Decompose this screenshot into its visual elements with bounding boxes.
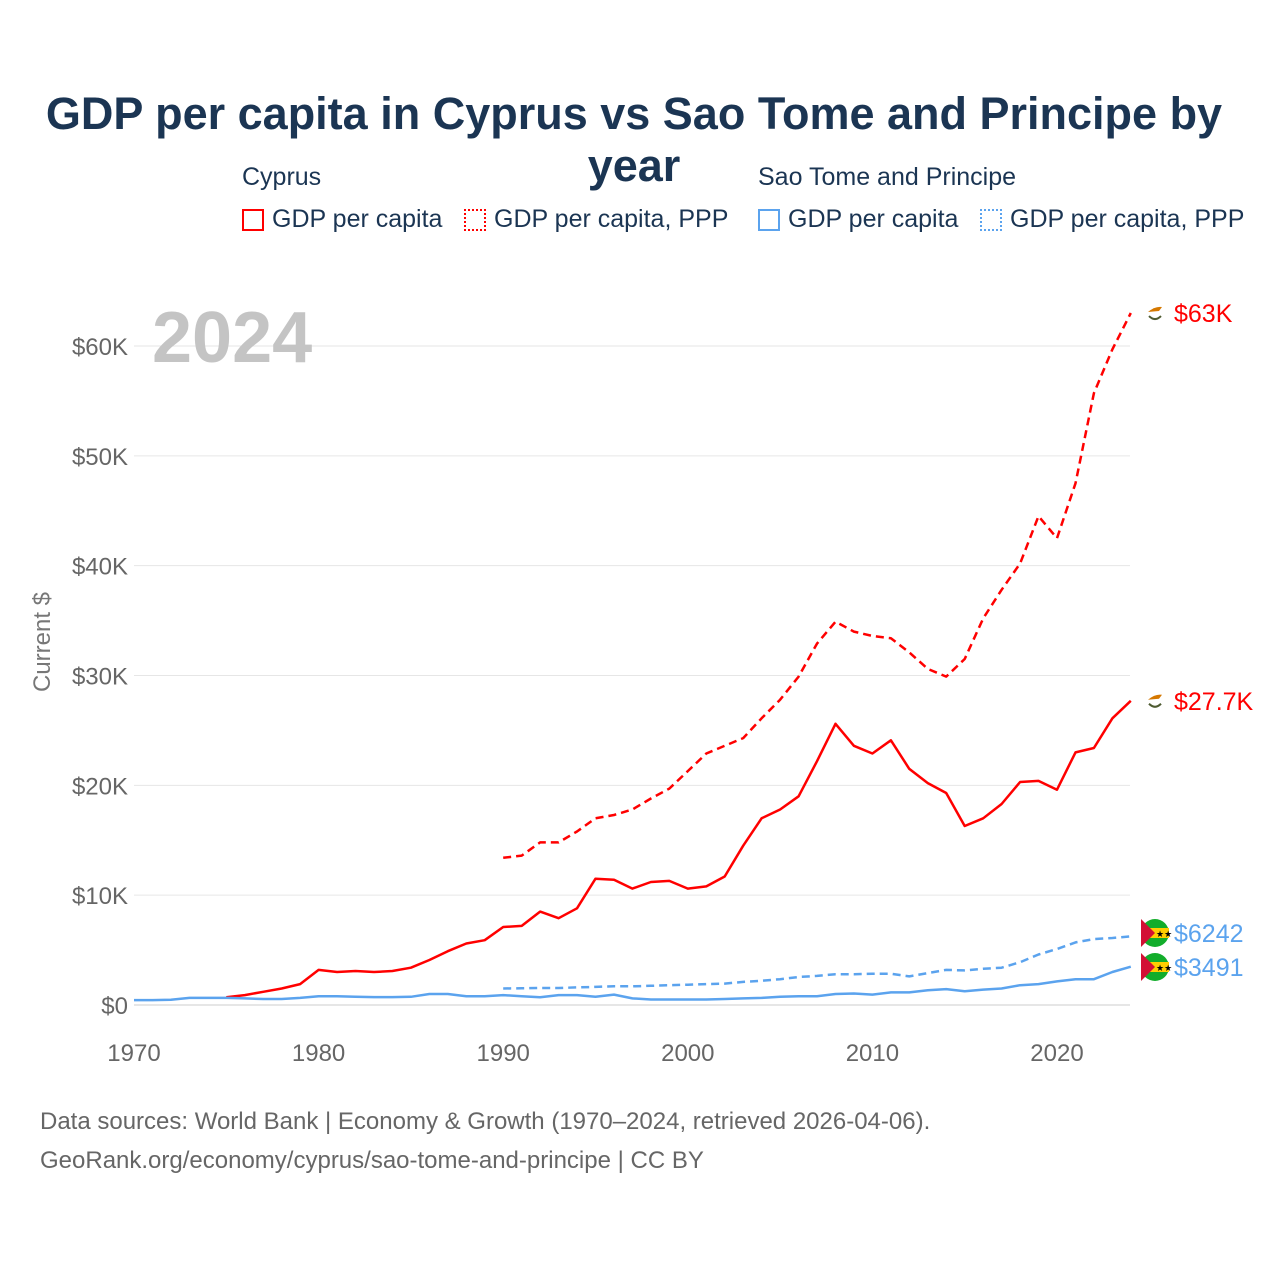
legend-item-cyprus-ppp[interactable]: GDP per capita, PPP bbox=[464, 205, 728, 234]
legend-item-cyprus-gdp[interactable]: GDP per capita bbox=[242, 205, 442, 234]
flag-triangle bbox=[1141, 953, 1155, 981]
y-tick-label: $0 bbox=[101, 993, 128, 1020]
series-line bbox=[226, 699, 1132, 999]
sao-tome-flag-icon: ★★ bbox=[1141, 953, 1172, 981]
legend-label: GDP per capita bbox=[788, 205, 959, 233]
year-watermark: 2024 bbox=[152, 298, 312, 378]
series-line bbox=[503, 312, 1132, 860]
footer-sources: Data sources: World Bank | Economy & Gro… bbox=[40, 1108, 931, 1135]
legend-item-stp-ppp[interactable]: GDP per capita, PPP bbox=[980, 205, 1244, 234]
flag-stars: ★★ bbox=[1156, 929, 1172, 939]
cyprus-flag-olive bbox=[1148, 315, 1162, 321]
y-tick-label: $10K bbox=[72, 883, 128, 910]
y-tick-label: $40K bbox=[72, 554, 128, 581]
end-value-label: $3491 bbox=[1174, 954, 1244, 982]
x-tick-label: 1980 bbox=[292, 1040, 345, 1067]
series-line bbox=[134, 965, 1132, 1002]
legend-swatch bbox=[758, 208, 780, 231]
x-tick-label: 1970 bbox=[107, 1040, 160, 1067]
footer-link[interactable]: GeoRank.org/economy/cyprus/sao-tome-and-… bbox=[40, 1147, 704, 1174]
y-tick-label: $20K bbox=[72, 773, 128, 800]
cyprus-flag-island bbox=[1148, 694, 1162, 700]
cyprus-flag-island bbox=[1148, 306, 1162, 313]
chart-title: GDP per capita in Cyprus vs Sao Tome and… bbox=[45, 88, 1223, 191]
flag-stars: ★★ bbox=[1156, 963, 1172, 973]
legend-label: GDP per capita, PPP bbox=[1010, 205, 1245, 233]
end-value-label: $63K bbox=[1174, 300, 1233, 328]
y-tick-label: $30K bbox=[72, 664, 128, 691]
cyprus-flag-olive bbox=[1148, 703, 1162, 708]
flag-triangle bbox=[1141, 919, 1155, 947]
end-value-label: $6242 bbox=[1174, 920, 1244, 948]
legend-item-stp-gdp[interactable]: GDP per capita bbox=[758, 205, 958, 234]
x-tick-label: 2000 bbox=[661, 1040, 714, 1067]
y-tick-label: $60K bbox=[72, 334, 128, 361]
y-tick-label: $50K bbox=[72, 444, 128, 471]
x-tick-label: 2020 bbox=[1030, 1040, 1083, 1067]
x-tick-label: 2010 bbox=[846, 1040, 899, 1067]
end-value-label: $27.7K bbox=[1174, 688, 1254, 716]
legend-label: GDP per capita, PPP bbox=[494, 205, 729, 233]
legend-swatch bbox=[242, 208, 264, 231]
sao-tome-flag-icon: ★★ bbox=[1141, 919, 1172, 947]
legend-group-stp: Sao Tome and Principe bbox=[758, 163, 1017, 191]
legend-group-cyprus: Cyprus bbox=[242, 163, 322, 191]
legend-swatch bbox=[464, 208, 486, 231]
series-line bbox=[503, 935, 1131, 990]
x-tick-label: 1990 bbox=[477, 1040, 530, 1067]
legend-label: GDP per capita bbox=[272, 205, 443, 233]
y-axis-label: Current $ bbox=[29, 592, 56, 692]
legend-swatch bbox=[980, 208, 1002, 231]
